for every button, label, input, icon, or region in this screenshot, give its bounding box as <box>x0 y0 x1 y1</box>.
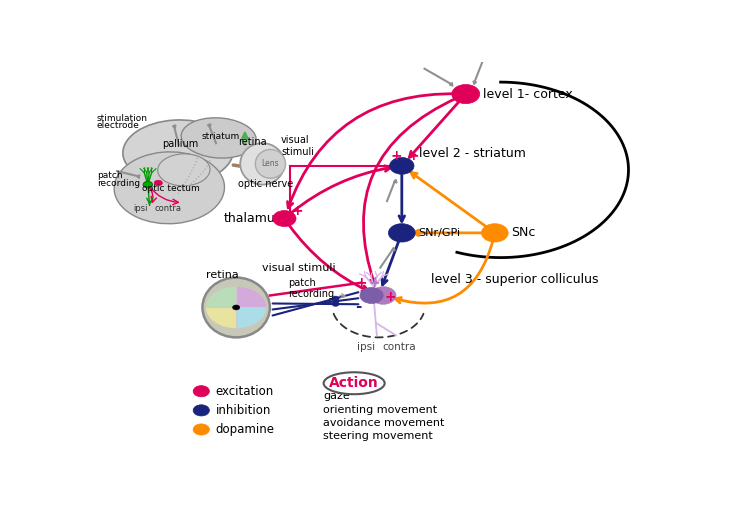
Circle shape <box>194 405 209 416</box>
Circle shape <box>332 301 339 307</box>
Circle shape <box>360 287 383 304</box>
Circle shape <box>452 84 480 104</box>
Text: level 2 - striatum: level 2 - striatum <box>419 148 526 161</box>
Text: SNc: SNc <box>511 226 536 239</box>
Circle shape <box>194 385 209 397</box>
Ellipse shape <box>255 150 286 178</box>
Text: +: + <box>384 291 396 305</box>
Text: recording: recording <box>97 179 140 188</box>
Text: -: - <box>394 218 401 233</box>
Ellipse shape <box>114 152 224 224</box>
Text: optic nerve: optic nerve <box>238 179 293 189</box>
Wedge shape <box>236 308 266 328</box>
Text: patch: patch <box>97 171 122 180</box>
Text: steering movement: steering movement <box>323 431 433 441</box>
Text: electrode: electrode <box>97 122 140 131</box>
Text: +: + <box>356 276 367 290</box>
Text: inhibition: inhibition <box>216 404 272 417</box>
Text: thalamus: thalamus <box>224 212 281 225</box>
Text: +: + <box>390 149 402 163</box>
Text: +: + <box>291 204 303 218</box>
Circle shape <box>273 210 296 226</box>
Text: -: - <box>356 299 362 314</box>
Text: orienting movement: orienting movement <box>323 405 437 414</box>
Text: visual
stimuli: visual stimuli <box>281 135 314 157</box>
Text: retina: retina <box>238 137 266 147</box>
Wedge shape <box>206 287 236 308</box>
Wedge shape <box>206 308 236 328</box>
Ellipse shape <box>182 118 256 158</box>
Text: striatum: striatum <box>201 132 239 141</box>
Circle shape <box>370 287 396 304</box>
Polygon shape <box>242 132 248 138</box>
Text: Lens: Lens <box>262 160 279 168</box>
Ellipse shape <box>202 278 270 337</box>
Text: patch
recording: patch recording <box>289 278 345 299</box>
Text: Action: Action <box>329 376 379 390</box>
Text: +: + <box>368 276 380 290</box>
Circle shape <box>154 180 162 186</box>
Text: level 3 - superior colliculus: level 3 - superior colliculus <box>430 273 598 286</box>
Ellipse shape <box>123 120 233 184</box>
Text: retina: retina <box>206 270 238 280</box>
Circle shape <box>332 299 339 304</box>
Text: gaze: gaze <box>323 392 350 401</box>
Text: contra: contra <box>382 342 416 352</box>
Text: SNr/GPi: SNr/GPi <box>418 228 460 238</box>
Text: dopamine: dopamine <box>216 423 274 436</box>
Text: contra: contra <box>154 205 182 213</box>
Text: ipsi: ipsi <box>133 205 148 213</box>
Ellipse shape <box>240 143 284 184</box>
Text: avoidance movement: avoidance movement <box>323 418 445 428</box>
Circle shape <box>482 224 508 242</box>
Circle shape <box>194 424 209 435</box>
Text: level 1- cortex: level 1- cortex <box>483 88 573 100</box>
Circle shape <box>143 181 152 188</box>
Text: optic tectum: optic tectum <box>142 184 200 193</box>
Circle shape <box>232 305 240 310</box>
Wedge shape <box>236 287 266 308</box>
Text: visual stimuli: visual stimuli <box>262 263 336 272</box>
Circle shape <box>388 224 416 242</box>
Ellipse shape <box>158 154 210 186</box>
Text: ipsi: ipsi <box>357 342 375 352</box>
Circle shape <box>332 296 339 301</box>
Text: pallium: pallium <box>162 139 198 149</box>
Text: +: + <box>408 149 419 163</box>
Text: stimulation: stimulation <box>97 113 148 122</box>
Circle shape <box>389 157 414 174</box>
Ellipse shape <box>324 372 385 394</box>
Text: excitation: excitation <box>216 385 274 398</box>
